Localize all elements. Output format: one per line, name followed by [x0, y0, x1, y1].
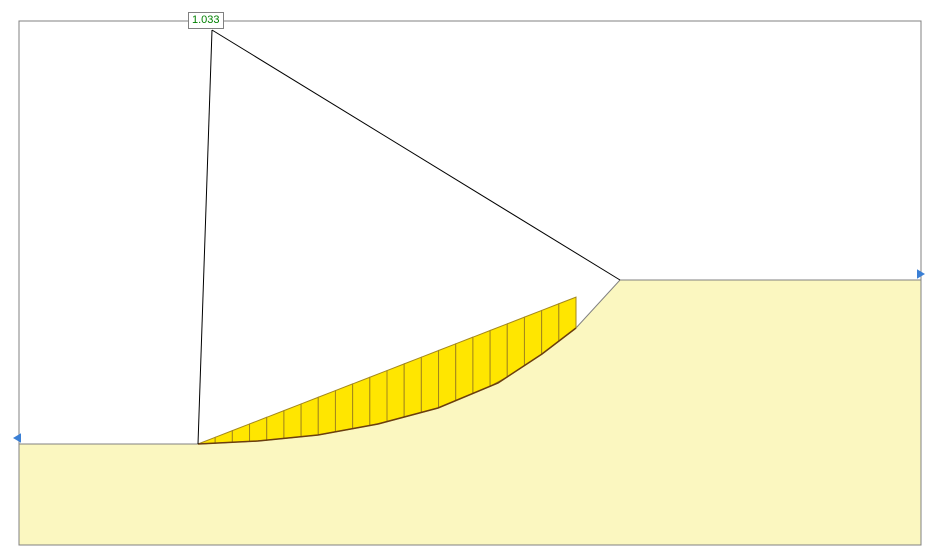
slice [284, 404, 301, 438]
slope-diagram: 1.033 [0, 0, 932, 556]
slice [370, 371, 387, 426]
slice [490, 324, 507, 386]
diagram-canvas [0, 0, 932, 556]
slice [335, 384, 352, 432]
slice [387, 364, 404, 422]
slice [404, 357, 421, 417]
slice [353, 377, 370, 428]
slice [456, 337, 473, 400]
slice [318, 391, 335, 435]
water-marker-icon [13, 433, 21, 443]
factor-of-safety-label: 1.033 [188, 12, 224, 29]
slice [421, 351, 438, 413]
slice [301, 397, 318, 436]
slice [473, 330, 490, 393]
slice [439, 344, 456, 408]
